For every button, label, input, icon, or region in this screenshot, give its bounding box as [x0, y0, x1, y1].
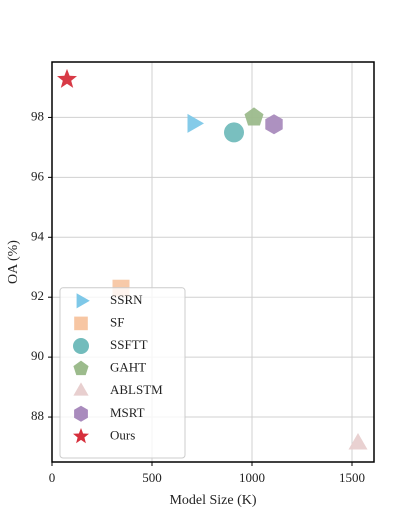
- legend-marker: [74, 316, 88, 331]
- plot-frame: [51, 61, 375, 463]
- legend-marker: [76, 293, 90, 309]
- point: [224, 122, 244, 143]
- legend-frame: [59, 287, 186, 459]
- y-tick-label: 88: [31, 408, 44, 423]
- legend-label: GAHT: [110, 360, 146, 375]
- legend-marker: [74, 405, 88, 422]
- y-tick-label: 98: [31, 108, 44, 123]
- point: [265, 114, 283, 135]
- point: [57, 68, 77, 88]
- legend-label: MSRT: [110, 405, 145, 420]
- x-tick-label: 0: [49, 470, 56, 485]
- legend: SSRN SF SSFTT GAHT ABLSTM MSRT Ours: [59, 287, 186, 459]
- y-tick-label: 90: [31, 348, 44, 363]
- point: [244, 107, 264, 126]
- x-tick-label: 1500: [339, 470, 365, 485]
- x-axis-label: Model Size (K): [169, 493, 256, 508]
- point: [187, 113, 204, 133]
- legend-label: SF: [110, 314, 124, 329]
- legend-label: ABLSTM: [110, 382, 163, 397]
- x-tick-label: 1000: [239, 470, 265, 485]
- y-axis-label: OA (%): [6, 240, 21, 284]
- legend-marker: [73, 338, 89, 354]
- legend-label: SSFTT: [110, 337, 148, 352]
- legend-label: Ours: [110, 427, 135, 442]
- point: [348, 433, 368, 450]
- y-tick-label: 92: [31, 288, 44, 303]
- legend-marker: [73, 428, 89, 444]
- y-tick-label: 94: [31, 228, 45, 243]
- legend-marker: [73, 360, 89, 376]
- y-tick-label: 96: [31, 168, 45, 183]
- x-tick-label: 500: [142, 470, 162, 485]
- legend-marker: [73, 382, 89, 396]
- legend-label: SSRN: [110, 292, 143, 307]
